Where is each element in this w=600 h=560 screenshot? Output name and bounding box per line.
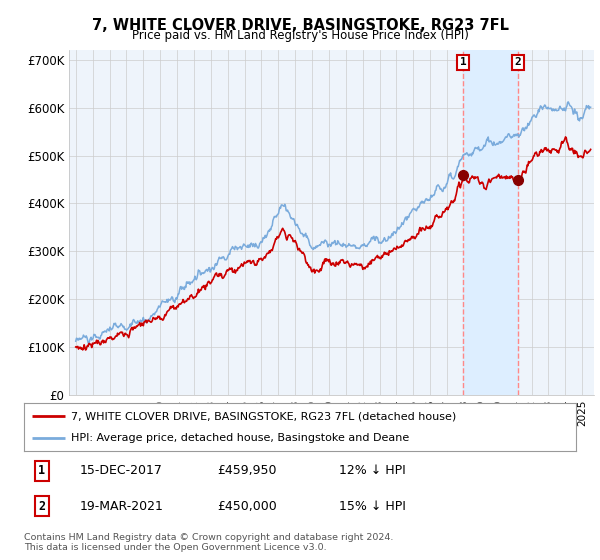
Text: £450,000: £450,000	[217, 500, 277, 513]
Text: 2: 2	[38, 500, 45, 513]
Text: 19-MAR-2021: 19-MAR-2021	[79, 500, 163, 513]
Text: Contains HM Land Registry data © Crown copyright and database right 2024.: Contains HM Land Registry data © Crown c…	[24, 533, 394, 542]
Bar	[463, 50, 518, 395]
Text: This data is licensed under the Open Government Licence v3.0.: This data is licensed under the Open Gov…	[24, 543, 326, 552]
Text: 7, WHITE CLOVER DRIVE, BASINGSTOKE, RG23 7FL (detached house): 7, WHITE CLOVER DRIVE, BASINGSTOKE, RG23…	[71, 411, 456, 421]
Text: 15-DEC-2017: 15-DEC-2017	[79, 464, 162, 478]
Text: 12% ↓ HPI: 12% ↓ HPI	[338, 464, 406, 478]
Text: 7, WHITE CLOVER DRIVE, BASINGSTOKE, RG23 7FL: 7, WHITE CLOVER DRIVE, BASINGSTOKE, RG23…	[91, 18, 509, 33]
Text: 2: 2	[515, 57, 521, 67]
Text: £459,950: £459,950	[217, 464, 277, 478]
Text: HPI: Average price, detached house, Basingstoke and Deane: HPI: Average price, detached house, Basi…	[71, 433, 409, 443]
Text: 1: 1	[460, 57, 467, 67]
Text: Price paid vs. HM Land Registry's House Price Index (HPI): Price paid vs. HM Land Registry's House …	[131, 29, 469, 42]
Text: 15% ↓ HPI: 15% ↓ HPI	[338, 500, 406, 513]
Text: 1: 1	[38, 464, 45, 478]
